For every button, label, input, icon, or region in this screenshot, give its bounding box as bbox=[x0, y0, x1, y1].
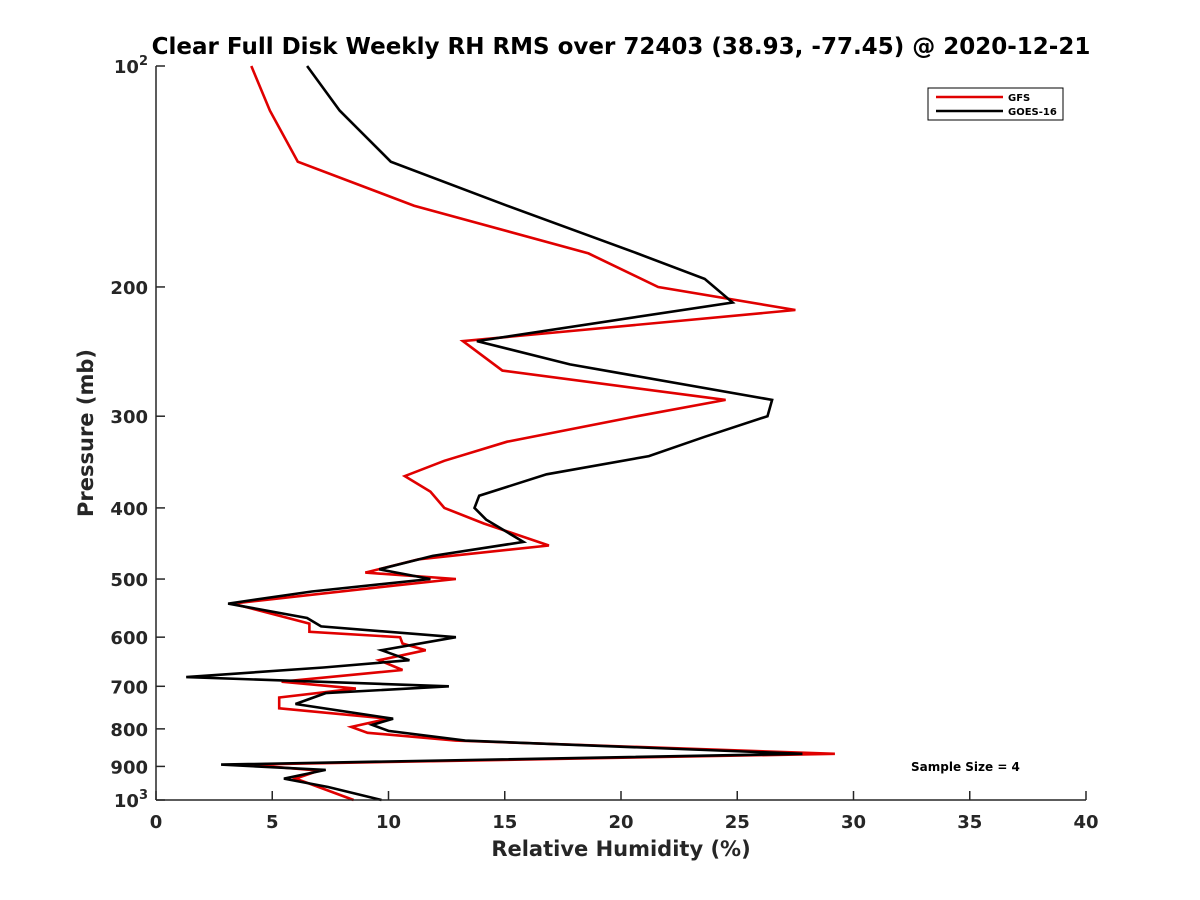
x-tick-label: 0 bbox=[150, 812, 163, 833]
x-tick-label: 10 bbox=[376, 812, 401, 833]
y-tick-label: 500 bbox=[110, 570, 148, 591]
legend-label-goes-16: GOES-16 bbox=[1008, 107, 1057, 118]
y-tick-label: 102 bbox=[114, 54, 148, 78]
y-tick-label: 103 bbox=[114, 788, 148, 812]
series-line-goes-16 bbox=[186, 65, 803, 802]
y-tick-label: 800 bbox=[110, 720, 148, 741]
x-tick-label: 15 bbox=[492, 812, 517, 833]
chart-title: Clear Full Disk Weekly RH RMS over 72403… bbox=[152, 34, 1091, 60]
x-tick-label: 25 bbox=[725, 812, 750, 833]
x-tick-label: 30 bbox=[841, 812, 866, 833]
y-tick-label: 600 bbox=[110, 628, 148, 649]
x-tick-label: 40 bbox=[1073, 812, 1098, 833]
y-axis-label: Pressure (mb) bbox=[74, 349, 98, 517]
y-tick-label: 900 bbox=[110, 757, 148, 778]
legend-box bbox=[927, 87, 1064, 121]
x-tick-label: 20 bbox=[608, 812, 633, 833]
y-tick-label: 400 bbox=[110, 499, 148, 520]
legend-label-gfs: GFS bbox=[1008, 93, 1030, 104]
y-ticks: 102 200 300 400 500 600 700 800 900 103 bbox=[110, 54, 165, 812]
legend: GFS GOES-16 bbox=[927, 87, 1064, 121]
x-ticks: 0 5 10 15 20 25 30 35 40 bbox=[150, 791, 1099, 833]
x-tick-label: 5 bbox=[266, 812, 279, 833]
y-tick-label: 300 bbox=[110, 407, 148, 428]
series-line-gfs bbox=[232, 65, 835, 802]
y-tick-label: 700 bbox=[110, 677, 148, 698]
x-axis-label: Relative Humidity (%) bbox=[491, 837, 750, 861]
sample-size-annotation: Sample Size = 4 bbox=[911, 760, 1020, 774]
plot-area bbox=[156, 66, 1086, 800]
y-tick-label: 200 bbox=[110, 278, 148, 299]
x-tick-label: 35 bbox=[957, 812, 982, 833]
series-layer bbox=[186, 65, 835, 802]
